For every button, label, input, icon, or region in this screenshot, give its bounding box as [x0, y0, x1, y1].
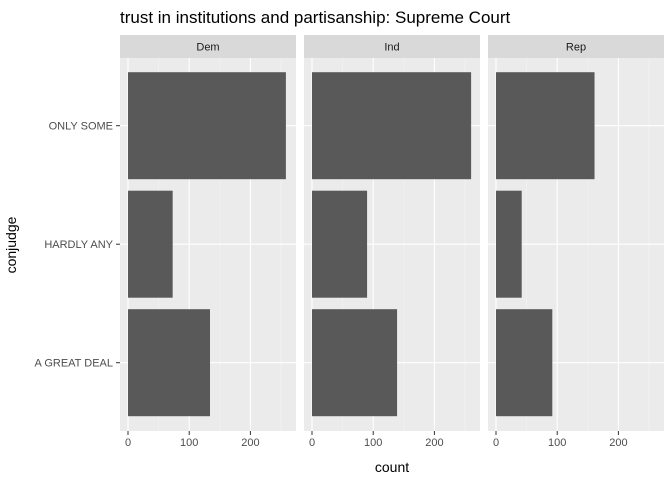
facet-panel-dem: Dem 0 100 200: [120, 35, 296, 449]
facet-strip: [488, 35, 664, 58]
bar-rep-only-some: [496, 72, 595, 180]
bar-dem-hardly-any: [128, 190, 173, 298]
bar-ind-hardly-any: [312, 190, 368, 298]
facet-strip-label: Dem: [196, 42, 219, 54]
x-tick-label: 0: [493, 437, 499, 449]
facet-strip-label: Rep: [566, 42, 586, 54]
facet-strip-label: Ind: [384, 42, 399, 54]
x-tick-label: 100: [180, 437, 198, 449]
x-tick-label: 200: [241, 437, 259, 449]
bar-ind-a-great-deal: [312, 309, 398, 417]
bar-ind-only-some: [312, 72, 472, 180]
x-tick-label: 0: [309, 437, 315, 449]
chart-title: trust in institutions and partisanship: …: [120, 8, 511, 27]
facet-strip: [304, 35, 480, 58]
x-axis-title: count: [375, 459, 409, 475]
y-axis: ONLY SOME HARDLY ANY A GREAT DEAL: [35, 121, 120, 370]
x-tick-label: 100: [548, 437, 566, 449]
bar-dem-a-great-deal: [128, 309, 211, 417]
x-tick-label: 200: [425, 437, 443, 449]
x-tick-label: 200: [609, 437, 627, 449]
x-tick-label: 100: [364, 437, 382, 449]
facet-panel-rep: Rep 0 100 200: [488, 35, 664, 449]
facet-strip: [120, 35, 296, 58]
y-tick-label: ONLY SOME: [49, 121, 113, 133]
bar-rep-a-great-deal: [496, 309, 553, 417]
x-tick-label: 0: [125, 437, 131, 449]
y-tick-label: A GREAT DEAL: [35, 358, 113, 370]
bar-dem-only-some: [128, 72, 286, 180]
bar-rep-hardly-any: [496, 190, 522, 298]
y-axis-title: conjudge: [3, 216, 19, 273]
facet-panel-ind: Ind 0 100 200: [304, 35, 480, 449]
y-tick-label: HARDLY ANY: [44, 239, 113, 251]
facet-panels: Dem 0 100 200 Ind 0 100 200 Rep 0 100 200: [120, 35, 664, 449]
